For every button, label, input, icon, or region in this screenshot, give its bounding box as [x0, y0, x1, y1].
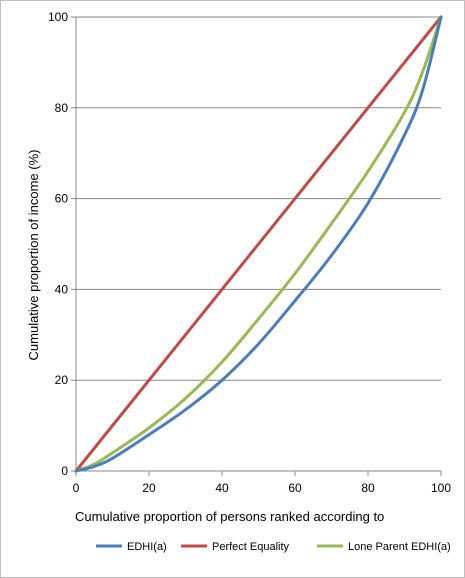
y-tick-label-100: 100 — [48, 10, 68, 24]
y-tick-label-40: 40 — [55, 282, 69, 296]
gridlines — [76, 16, 441, 381]
legend: EDHI(a) Perfect Equality Lone Parent EDHI(… — [96, 541, 451, 553]
x-axis-title: Cumulative proportion of persons ranked … — [75, 509, 384, 524]
y-axis-title: Cumulative proportion of income (%) — [26, 150, 41, 361]
series-line-edhi-a — [74, 15, 443, 473]
series-line-perfect-equality — [74, 15, 443, 473]
series-lines — [74, 15, 443, 473]
series-line-lone-parent-edhi-a — [74, 15, 443, 473]
x-tick-label-40: 40 — [215, 481, 229, 495]
x-tick-label-20: 20 — [142, 481, 156, 495]
legend-label-perfect-equality: Perfect Equality — [212, 541, 290, 553]
x-tick-label-0: 0 — [73, 481, 80, 495]
legend-label-lone-parent-edhi-a: Lone Parent EDHI(a) — [348, 541, 451, 553]
x-tick-label-80: 80 — [361, 481, 375, 495]
legend-label-edhi-a: EDHI(a) — [127, 541, 167, 553]
y-tick-label-60: 60 — [55, 192, 69, 206]
y-tick-label-0: 0 — [61, 464, 68, 478]
x-tick-label-60: 60 — [288, 481, 302, 495]
axes — [71, 16, 442, 476]
x-tick-label-100: 100 — [431, 481, 451, 495]
y-tick-label-20: 20 — [55, 373, 69, 387]
tick-labels: 0 20 40 60 80 100 0 20 40 60 80 100 — [48, 10, 451, 495]
y-tick-label-80: 80 — [55, 101, 69, 115]
